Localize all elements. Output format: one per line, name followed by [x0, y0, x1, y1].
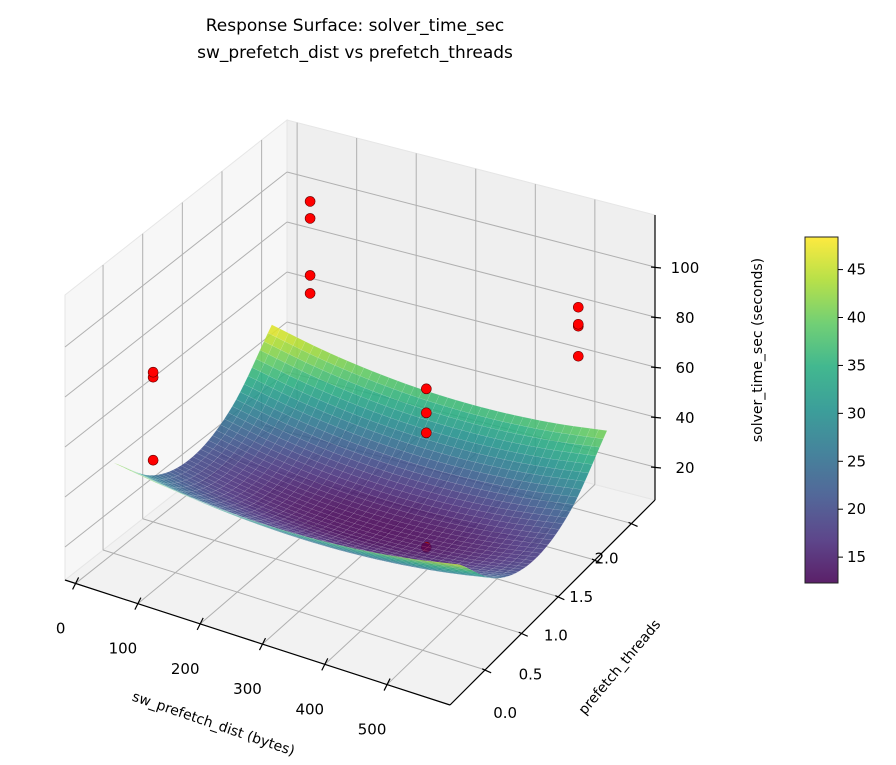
data-point — [147, 454, 159, 466]
x-tick — [321, 658, 329, 671]
x-tick — [258, 637, 267, 651]
y-axis-line — [449, 499, 656, 706]
z-tick-label: 40 — [675, 409, 694, 427]
z-tick-label: 20 — [675, 459, 694, 477]
z-tick-label: 80 — [675, 309, 694, 327]
surface-facet — [480, 576, 493, 579]
data-point — [304, 196, 316, 207]
surface-facet — [454, 564, 468, 569]
surface-facet — [509, 568, 523, 572]
y-tick — [628, 521, 638, 527]
colorbar-gradient — [804, 236, 839, 584]
z-gridline — [286, 271, 656, 368]
surface-facet — [517, 562, 531, 567]
title-line-1: Response Surface: solver_time_sec — [206, 16, 505, 36]
data-point — [572, 350, 584, 362]
z-tick — [650, 316, 662, 319]
y-tick-label: 0.5 — [519, 665, 543, 683]
colorbar-tick-label: 15 — [847, 548, 866, 566]
surface-facet — [499, 573, 512, 577]
data-point — [304, 213, 316, 224]
y-tick — [481, 668, 492, 674]
data-point — [421, 407, 432, 419]
z-tick — [650, 416, 662, 419]
y-tick — [555, 595, 565, 601]
x-tick-label: 300 — [233, 680, 262, 698]
colorbar-tick-label: 30 — [847, 404, 866, 422]
y-tick — [518, 631, 528, 637]
z-tick — [650, 366, 662, 369]
surface-facet — [550, 522, 564, 530]
z-axis-label: solver_time_sec (seconds) — [750, 258, 766, 442]
y-tick-label: 1.5 — [569, 588, 593, 606]
surface-facet — [531, 547, 545, 554]
surface-and-points — [113, 196, 608, 579]
x-tick — [134, 597, 142, 610]
surface-facet — [546, 528, 560, 536]
chart-title: Response Surface: solver_time_sec sw_pre… — [197, 16, 513, 63]
x-tick-label: 100 — [109, 640, 138, 658]
data-point — [572, 318, 584, 330]
surface-facet — [561, 503, 575, 512]
colorbar-tick-label: 45 — [847, 261, 866, 279]
colorbar-tick-label: 40 — [847, 309, 866, 327]
x-axis-label: sw_prefetch_dist (bytes) — [130, 689, 297, 760]
z-tick — [650, 266, 662, 269]
x-tick-label: 200 — [171, 660, 200, 678]
y-gridline — [102, 549, 486, 671]
surface-facet — [557, 510, 571, 518]
data-point — [572, 301, 584, 313]
y-axis-label: prefetch_threads — [576, 617, 665, 718]
surface-facet — [528, 552, 542, 558]
z-gridline — [64, 221, 288, 398]
data-point — [304, 270, 316, 281]
z-tick-label: 100 — [671, 259, 700, 277]
x-tick — [72, 577, 80, 590]
z-gridline — [64, 171, 288, 348]
data-point — [421, 427, 432, 439]
z-gridline — [286, 221, 656, 318]
colorbar-tick-label: 35 — [847, 356, 866, 374]
z-gridline — [286, 321, 656, 418]
surface-facet — [451, 563, 464, 567]
x-tick — [383, 678, 391, 691]
surface-facet — [502, 572, 516, 576]
z-gridline — [64, 271, 288, 448]
z-tick-label: 60 — [675, 359, 694, 377]
data-point — [421, 383, 432, 395]
colorbar: 15 20 25 30 35 40 45 — [804, 236, 866, 584]
title-line-2: sw_prefetch_dist vs prefetch_threads — [197, 43, 513, 63]
x-tick — [196, 617, 204, 631]
x-axis-line — [64, 579, 451, 706]
z-gridline — [64, 321, 288, 498]
y-tick-label: 0.0 — [493, 704, 517, 722]
y-tick-label: 2.0 — [595, 549, 619, 567]
x-tick-label: 400 — [295, 700, 324, 718]
y-gridline — [142, 518, 522, 634]
x-tick-label: 0 — [56, 619, 66, 637]
axes: 0 100 200 300 400 500 0.0 0.5 1.0 1.5 2.0 20 40 60 80 1… — [56, 215, 700, 739]
z-tick — [650, 466, 662, 469]
surface-facet — [587, 445, 600, 457]
y-tick — [591, 558, 602, 564]
x-tick-label: 500 — [358, 721, 387, 739]
y-tick-label: 1.0 — [544, 627, 568, 645]
colorbar-tick-label: 25 — [847, 452, 866, 470]
colorbar-tick-label: 20 — [847, 500, 866, 518]
data-point — [147, 366, 159, 378]
z-gridline — [286, 171, 656, 268]
data-point — [304, 288, 316, 299]
